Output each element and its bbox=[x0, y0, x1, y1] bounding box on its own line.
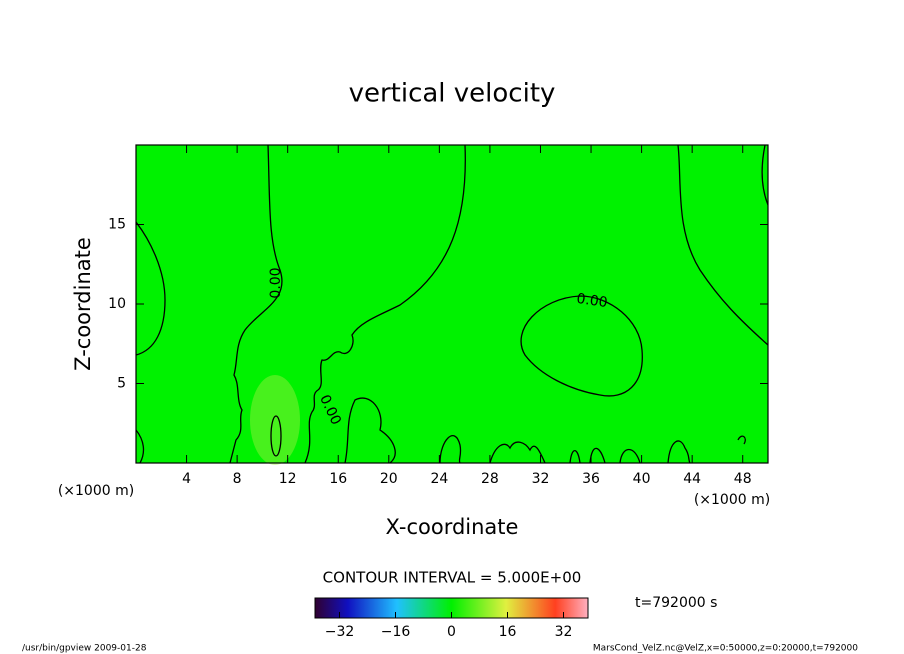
x-tick-label: 8 bbox=[233, 471, 242, 487]
colorbar-tick-label: 16 bbox=[499, 624, 517, 640]
x-tick-label: 28 bbox=[481, 471, 499, 487]
x-axis-title: X-coordinate bbox=[386, 515, 519, 539]
x-tick-label: 44 bbox=[683, 471, 701, 487]
footer-left: /usr/bin/gpview 2009-01-28 bbox=[22, 644, 147, 654]
contour-line bbox=[229, 145, 283, 463]
contour-label: 0.00 bbox=[575, 291, 608, 311]
chart-title: vertical velocity bbox=[349, 79, 556, 109]
field-fill bbox=[136, 145, 768, 463]
contour-line bbox=[439, 435, 462, 463]
contour-line bbox=[489, 441, 546, 463]
contour-line bbox=[520, 295, 643, 397]
contour-line bbox=[136, 221, 166, 356]
x-tick-label: 48 bbox=[734, 471, 752, 487]
colorbar-tick-label: −32 bbox=[325, 624, 355, 640]
field-highlight bbox=[250, 375, 300, 465]
y-unit: (×1000 m) bbox=[58, 483, 134, 499]
contour-line bbox=[677, 145, 768, 346]
y-axis-title: Z-coordinate bbox=[71, 237, 95, 371]
contour-interval: CONTOUR INTERVAL = 5.000E+00 bbox=[323, 569, 582, 587]
footer-right: MarsCond_VelZ.nc@VelZ,x=0:50000,z=0:2000… bbox=[593, 644, 858, 654]
y-tick-label: 15 bbox=[108, 217, 126, 233]
colorbar-tick-label: 0 bbox=[447, 624, 456, 640]
x-tick-label: 24 bbox=[430, 471, 448, 487]
x-unit: (×1000 m) bbox=[694, 492, 770, 508]
x-tick-label: 16 bbox=[329, 471, 347, 487]
x-tick-label: 36 bbox=[582, 471, 600, 487]
contour-label: 0.00 bbox=[268, 267, 284, 298]
colorbar-tick-label: 32 bbox=[555, 624, 573, 640]
x-tick-label: 12 bbox=[279, 471, 297, 487]
colorbar-tick-label: −16 bbox=[381, 624, 411, 640]
x-tick-label: 20 bbox=[380, 471, 398, 487]
x-tick-label: 4 bbox=[182, 471, 191, 487]
y-tick-label: 10 bbox=[108, 296, 126, 312]
time-label: t=792000 s bbox=[635, 595, 717, 611]
x-tick-label: 40 bbox=[633, 471, 651, 487]
contour-line bbox=[304, 145, 466, 463]
contour-line bbox=[136, 429, 145, 463]
y-tick-label: 5 bbox=[117, 376, 126, 392]
contour-line bbox=[270, 415, 282, 457]
x-tick-label: 32 bbox=[532, 471, 550, 487]
contour-line bbox=[344, 397, 396, 463]
contour-line bbox=[761, 145, 768, 206]
contour-line bbox=[667, 435, 746, 463]
